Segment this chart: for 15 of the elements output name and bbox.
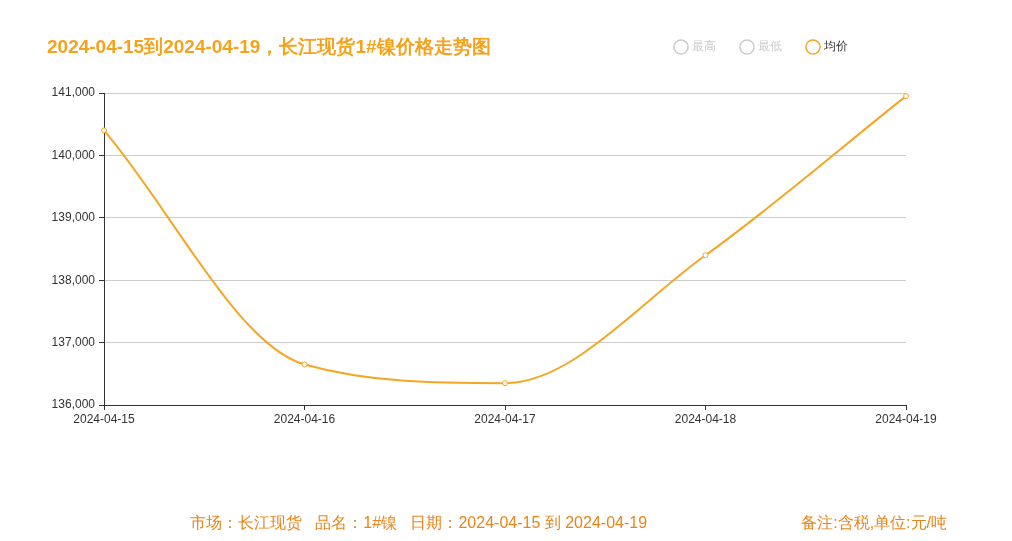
chart-title: 2024-04-15到2024-04-19，长江现货1#镍价格走势图: [47, 35, 491, 59]
x-tick-label: 2024-04-19: [875, 411, 938, 426]
x-tick-label: 2024-04-17: [474, 411, 537, 426]
y-tick-label: 138,000: [51, 272, 96, 287]
y-tick-label: 141,000: [51, 85, 96, 100]
y-tick-label: 137,000: [51, 334, 96, 349]
legend-label: 均价: [823, 39, 848, 54]
text: 市场：长江现货 品名：1#镍 日期：2024-04-15 到 2024-04-19: [190, 513, 648, 533]
y-tick-label: 140,000: [51, 147, 96, 162]
y-tick-label: 139,000: [51, 210, 96, 225]
x-tick-label: 2024-04-16: [273, 411, 336, 426]
text: 备注:含税,单位:元/吨: [801, 513, 947, 533]
y-tick-label: 136,000: [51, 397, 96, 412]
x-tick-label: 2024-04-15: [73, 411, 136, 426]
x-tick-label: 2024-04-18: [674, 411, 737, 426]
